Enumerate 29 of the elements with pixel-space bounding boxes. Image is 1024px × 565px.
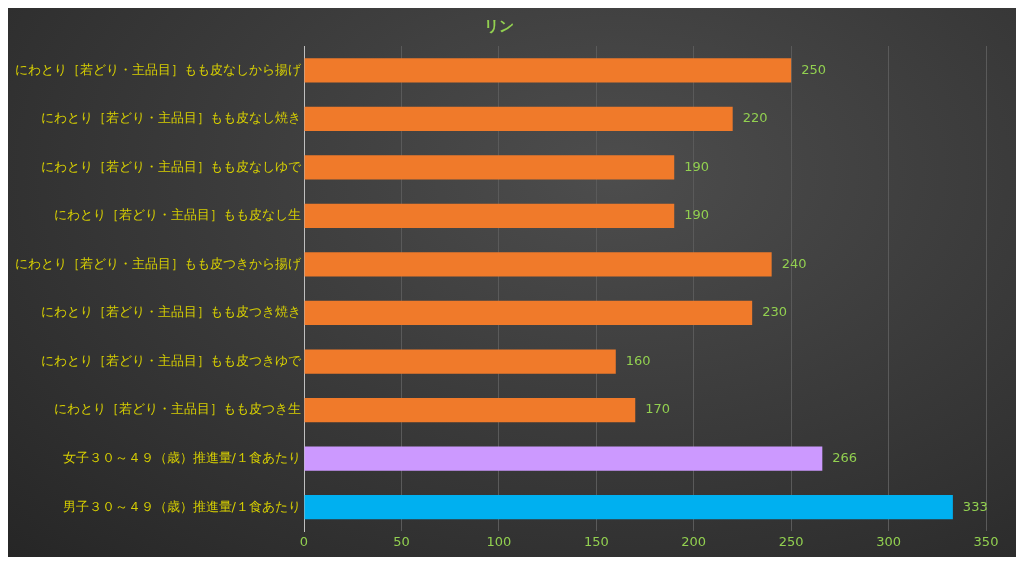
x-tick-label: 150 [583, 533, 609, 549]
x-tick-label: 300 [876, 533, 901, 549]
y-tick-label: にわとり［若どり・主品目］もも皮なし生 [54, 207, 301, 223]
data-label: 250 [801, 61, 826, 77]
data-label: 190 [684, 207, 710, 223]
x-tick-label: 250 [778, 533, 804, 549]
data-label: 160 [625, 352, 651, 368]
data-label: 220 [742, 110, 768, 126]
data-label: 230 [762, 304, 787, 320]
x-tick-label: 350 [973, 533, 999, 549]
data-label: 266 [832, 449, 858, 465]
y-tick-label: にわとり［若どり・主品目］もも皮つきから揚げ [15, 255, 302, 271]
y-tick-label: 女子３０～４９（歳）推進量/１食あたり [62, 449, 301, 465]
x-tick-label: 100 [486, 533, 512, 549]
data-label: 240 [781, 255, 807, 271]
y-tick-label: にわとり［若どり・主品目］もも皮なし焼き [41, 110, 301, 126]
y-tick-label: にわとり［若どり・主品目］もも皮なしから揚げ [15, 61, 302, 77]
data-label: 190 [684, 158, 710, 174]
data-label: 333 [962, 498, 988, 514]
y-tick-label: 男子３０～４９（歳）推進量/１食あたり [62, 498, 301, 514]
data-label: 170 [645, 401, 671, 417]
x-tick-label: 50 [393, 533, 410, 549]
x-tick-label: 200 [681, 533, 707, 549]
chart-title: リン [484, 16, 514, 35]
y-tick-label: にわとり［若どり・主品目］もも皮つき生 [54, 401, 301, 417]
y-tick-label: にわとり［若どり・主品目］もも皮つき焼き [41, 304, 301, 320]
x-tick-label: 0 [299, 533, 309, 549]
y-tick-label: にわとり［若どり・主品目］もも皮なしゆで [41, 158, 302, 174]
y-tick-label: にわとり［若どり・主品目］もも皮つきゆで [41, 352, 302, 368]
